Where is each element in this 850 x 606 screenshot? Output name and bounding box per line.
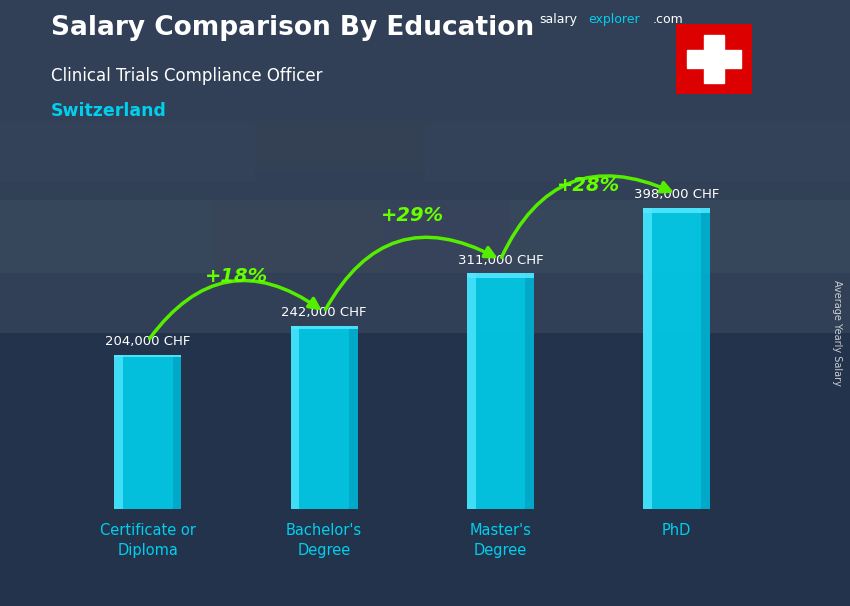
Bar bbox=[382, 200, 510, 273]
Text: Clinical Trials Compliance Officer: Clinical Trials Compliance Officer bbox=[51, 67, 322, 85]
Bar bbox=[525, 273, 534, 509]
Bar bbox=[425, 121, 850, 182]
Bar bbox=[0, 0, 850, 333]
Bar bbox=[291, 326, 299, 509]
Bar bbox=[115, 355, 181, 509]
Bar bbox=[212, 200, 382, 273]
Bar bbox=[0, 333, 850, 606]
Text: Average Yearly Salary: Average Yearly Salary bbox=[832, 281, 842, 386]
Bar bbox=[705, 35, 723, 84]
Bar bbox=[510, 200, 850, 273]
Text: explorer: explorer bbox=[588, 13, 640, 26]
Bar bbox=[701, 207, 710, 509]
Bar bbox=[467, 273, 534, 278]
Bar bbox=[291, 326, 358, 509]
Text: 204,000 CHF: 204,000 CHF bbox=[105, 335, 190, 348]
Bar bbox=[643, 207, 710, 509]
Text: salary: salary bbox=[540, 13, 578, 26]
Bar bbox=[0, 200, 212, 273]
Bar bbox=[173, 355, 181, 509]
Text: 242,000 CHF: 242,000 CHF bbox=[281, 306, 367, 319]
Bar bbox=[115, 355, 123, 509]
Text: 311,000 CHF: 311,000 CHF bbox=[457, 254, 543, 267]
Bar bbox=[0, 121, 255, 182]
Text: 398,000 CHF: 398,000 CHF bbox=[634, 188, 719, 201]
Bar bbox=[467, 273, 534, 509]
Bar bbox=[687, 50, 740, 68]
Bar bbox=[348, 326, 358, 509]
Text: Switzerland: Switzerland bbox=[51, 102, 167, 120]
Text: +28%: +28% bbox=[557, 176, 620, 195]
Text: +29%: +29% bbox=[381, 206, 444, 225]
Text: +18%: +18% bbox=[205, 267, 268, 285]
Bar bbox=[115, 355, 181, 358]
Text: .com: .com bbox=[653, 13, 683, 26]
Text: Salary Comparison By Education: Salary Comparison By Education bbox=[51, 15, 534, 41]
Bar bbox=[643, 207, 710, 213]
Bar bbox=[467, 273, 476, 509]
Bar bbox=[291, 326, 358, 329]
Bar bbox=[255, 121, 425, 170]
Bar bbox=[643, 207, 652, 509]
